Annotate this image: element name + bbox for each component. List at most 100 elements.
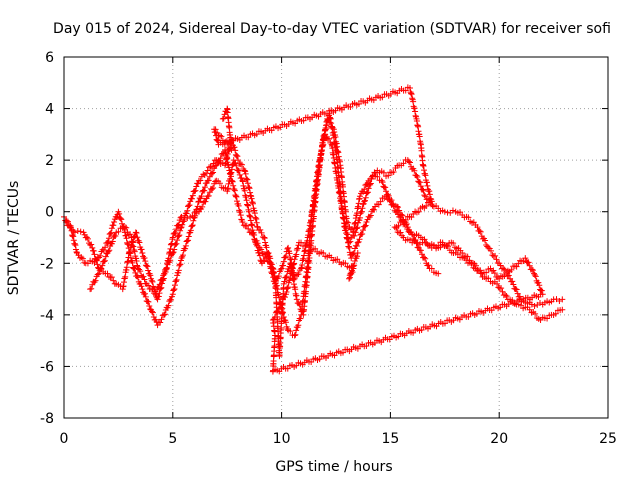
data-point: [108, 229, 115, 236]
data-point: [281, 294, 288, 301]
data-point: [350, 263, 357, 270]
data-point: [130, 264, 137, 271]
data-point: [356, 193, 363, 200]
data-point: [525, 259, 532, 266]
x-tick-label: 10: [273, 431, 291, 447]
data-point: [348, 270, 355, 277]
data-point: [351, 262, 358, 269]
data-point: [243, 175, 250, 182]
data-point: [450, 240, 457, 247]
data-point: [171, 242, 178, 249]
data-point: [272, 280, 279, 287]
data-point: [171, 246, 178, 253]
data-point: [380, 169, 387, 176]
data-point: [74, 228, 81, 235]
data-point: [242, 170, 249, 177]
data-point: [410, 210, 417, 217]
data-point: [198, 193, 205, 200]
data-point: [102, 244, 109, 251]
data-point: [387, 198, 394, 205]
data-point: [470, 260, 477, 267]
data-point: [353, 242, 360, 249]
data-point: [351, 257, 358, 264]
data-point: [172, 229, 179, 236]
data-point: [201, 187, 208, 194]
data-point: [141, 276, 148, 283]
data-point: [356, 236, 363, 243]
data-point: [296, 301, 303, 308]
data-point: [214, 137, 221, 144]
data-point: [73, 249, 80, 256]
data-point: [95, 270, 102, 277]
data-point: [416, 179, 423, 186]
plot-frame: [63, 56, 609, 419]
data-point: [203, 170, 210, 177]
data-point: [295, 271, 302, 278]
data-point: [179, 221, 186, 228]
data-point: [200, 171, 207, 178]
data-point: [127, 231, 134, 238]
data-point: [230, 182, 237, 189]
data-point: [199, 203, 206, 210]
data-point: [153, 290, 160, 297]
data-point: [291, 332, 298, 339]
y-tick-label: 6: [45, 50, 54, 66]
data-point: [459, 249, 466, 256]
data-point: [365, 185, 372, 192]
data-point: [208, 186, 215, 193]
data-point: [346, 275, 353, 282]
data-point: [400, 160, 407, 167]
data-point: [362, 194, 369, 201]
data-point: [232, 193, 239, 200]
data-point: [291, 275, 298, 282]
data-point: [503, 292, 510, 299]
data-point: [421, 254, 428, 261]
data-point: [361, 198, 368, 205]
data-point: [197, 177, 204, 184]
data-point: [427, 195, 434, 202]
data-point: [173, 240, 180, 247]
data-point: [522, 255, 529, 262]
data-point: [206, 189, 213, 196]
data-point: [239, 219, 246, 226]
y-axis-label: SDTVAR / TECUs: [6, 181, 22, 296]
data-point: [325, 116, 332, 123]
data-point: [294, 271, 301, 278]
data-point: [354, 253, 361, 260]
data-point: [258, 246, 265, 253]
data-point: [123, 235, 130, 242]
data-point: [140, 273, 147, 280]
data-point: [69, 232, 76, 239]
data-point: [532, 310, 539, 317]
data-point: [168, 296, 175, 303]
data-point: [98, 265, 105, 272]
data-point: [355, 238, 362, 245]
data-point: [141, 290, 148, 297]
data-point: [290, 261, 297, 268]
y-tick-label: 4: [45, 102, 54, 118]
data-point: [106, 247, 113, 254]
y-tick-label: -8: [40, 411, 54, 427]
data-point: [382, 184, 389, 191]
data-point: [169, 234, 176, 241]
data-point: [502, 292, 509, 299]
data-point: [425, 199, 432, 206]
data-point: [205, 177, 212, 184]
data-point: [118, 216, 125, 223]
data-point: [513, 286, 520, 293]
data-point: [430, 242, 437, 249]
data-point: [94, 271, 101, 278]
data-point: [139, 249, 146, 256]
data-point: [508, 266, 515, 273]
data-point: [354, 224, 361, 231]
data-point: [216, 180, 223, 187]
data-point: [227, 145, 234, 152]
data-point: [544, 315, 551, 322]
data-point: [146, 302, 153, 309]
data-point: [111, 219, 118, 226]
data-point: [535, 279, 542, 286]
data-point: [189, 222, 196, 229]
data-point: [165, 302, 172, 309]
data-point: [347, 238, 354, 245]
